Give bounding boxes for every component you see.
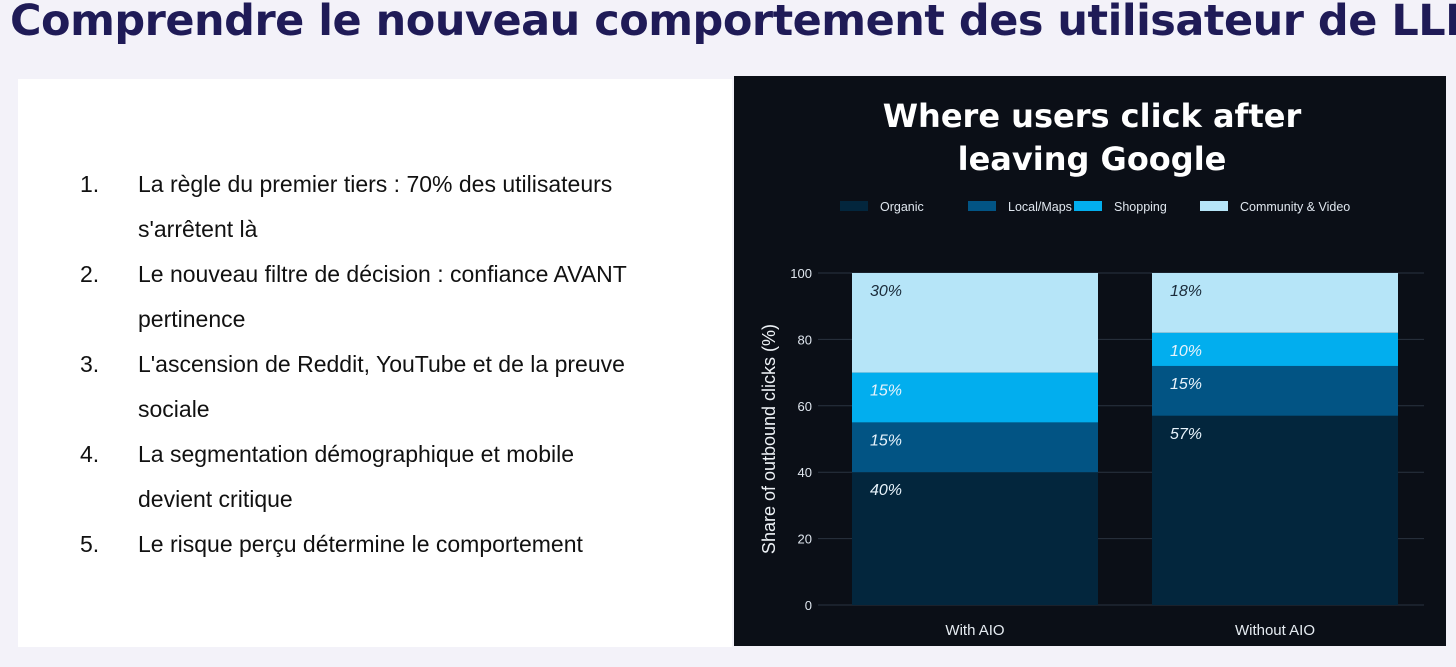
legend-label: Local/Maps (1008, 200, 1072, 214)
list-item-text: La règle du premier tiers : 70% des util… (138, 171, 613, 242)
data-label: 15% (870, 432, 902, 449)
y-tick-label: 80 (798, 332, 812, 347)
key-points-panel: 1. La règle du premier tiers : 70% des ut… (18, 79, 732, 647)
legend-label: Community & Video (1240, 200, 1350, 214)
bar-segment (1152, 332, 1398, 366)
list-item-number: 4. (80, 441, 100, 467)
list-item-number: 1. (80, 171, 100, 197)
list-item-number: 5. (80, 531, 100, 557)
stacked-bar-chart: Where users click after leaving Google Or… (759, 97, 1424, 639)
chart-title: Where users click after leaving Google (883, 97, 1302, 178)
list-item-text: La segmentation démographique et mobile … (138, 441, 575, 512)
list-item-text: Le risque perçu détermine le comportemen… (138, 531, 583, 557)
list-item: 1. La règle du premier tiers : 70% des ut… (80, 162, 640, 252)
list-item-number: 2. (80, 261, 100, 287)
list-item: 4. La segmentation démographique et mobil… (80, 432, 640, 522)
y-tick-label: 0 (805, 598, 812, 613)
legend-item: Shopping (1074, 200, 1167, 214)
list-item: 5. Le risque perçu détermine le comportem… (80, 522, 640, 567)
y-tick-label: 100 (790, 266, 812, 281)
legend-item: Local/Maps (968, 200, 1072, 214)
bar-segment (852, 422, 1098, 473)
list-item: 2. Le nouveau filtre de décision : confia… (80, 252, 640, 342)
bar-segment (852, 472, 1098, 605)
bar-segment (1152, 365, 1398, 416)
legend-label: Shopping (1114, 200, 1167, 214)
bar-segment (1152, 415, 1398, 605)
chart-title-line: Where users click after (883, 97, 1302, 135)
legend-item: Community & Video (1200, 200, 1350, 214)
list-item-text: Le nouveau filtre de décision : confianc… (138, 261, 627, 332)
y-tick-label: 20 (798, 532, 812, 547)
x-tick-label: With AIO (945, 622, 1004, 639)
legend-label: Organic (880, 200, 924, 214)
data-label: 10% (1170, 343, 1202, 360)
data-label: 30% (870, 283, 902, 300)
list-item-text: L'ascension de Reddit, YouTube et de la … (138, 351, 625, 422)
data-label: 18% (1170, 283, 1202, 300)
legend-item: Organic (840, 200, 924, 214)
x-axis: With AIO Without AIO (945, 622, 1315, 639)
chart-legend: Organic Local/Maps Shopping Community & Vid… (840, 200, 1350, 214)
data-label: 15% (1170, 376, 1202, 393)
bar-segment (852, 273, 1098, 373)
y-axis-label: Share of outbound clicks (%) (759, 324, 779, 554)
list-item: 3. L'ascension de Reddit, YouTube et de l… (80, 342, 640, 432)
legend-swatch (1074, 201, 1102, 211)
legend-swatch (968, 201, 996, 211)
bar-segment (852, 372, 1098, 423)
chart-title-line: leaving Google (958, 140, 1227, 178)
key-points-list: 1. La règle du premier tiers : 70% des ut… (80, 162, 640, 567)
x-tick-label: Without AIO (1235, 622, 1315, 639)
chart-panel: Where users click after leaving Google Or… (734, 76, 1446, 646)
y-axis: 0 20 40 60 80 100 Share of outbound clicks (%) (759, 266, 812, 613)
list-item-number: 3. (80, 351, 100, 377)
data-label: 40% (870, 482, 902, 499)
data-label: 15% (870, 383, 902, 400)
slide-title: Comprendre le nouveau comportement des u… (10, 0, 1456, 46)
y-tick-label: 40 (798, 465, 812, 480)
y-tick-label: 60 (798, 399, 812, 414)
data-label: 57% (1170, 426, 1202, 443)
legend-swatch (1200, 201, 1228, 211)
bar-segment (1152, 273, 1398, 333)
legend-swatch (840, 201, 868, 211)
chart-bars: 40% 15% 15% 30% 57% 15% 10% 18% (852, 273, 1398, 605)
